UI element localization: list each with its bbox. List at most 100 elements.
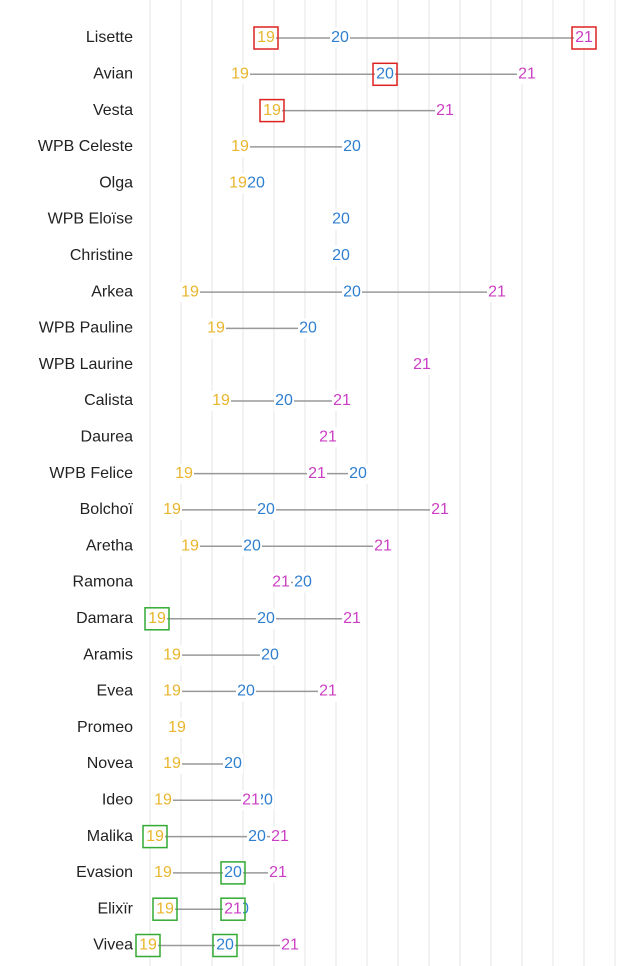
label-bg — [262, 100, 282, 121]
category-label: Aramis — [83, 646, 133, 663]
highlight-box — [135, 933, 161, 958]
label-bg — [155, 899, 175, 920]
label-bg — [242, 536, 262, 557]
dot-label: 19 — [257, 29, 275, 46]
highlight-box — [259, 98, 285, 123]
dot-label: 21 — [343, 610, 361, 627]
label-bg — [274, 391, 294, 411]
label-bg — [162, 681, 182, 702]
dot-label: 20 — [331, 29, 349, 46]
label-bg — [487, 282, 507, 303]
label-bg — [223, 899, 243, 920]
label-bg — [162, 499, 182, 520]
category-label: Christine — [70, 247, 133, 264]
dot-label: 20 — [343, 283, 361, 300]
highlight-box — [220, 897, 246, 921]
highlight-box — [220, 861, 246, 885]
label-bg — [307, 463, 327, 484]
category-label: Calista — [84, 392, 133, 409]
category-label: Promeo — [77, 719, 133, 736]
category-label: Evea — [97, 683, 134, 700]
label-bg — [180, 282, 200, 303]
label-bg — [293, 572, 313, 593]
dot-label: 20 — [224, 755, 242, 772]
dot-label: 19 — [212, 392, 230, 409]
dot-label: 21 — [413, 356, 431, 373]
dot-label: 19 — [231, 138, 249, 155]
dot-label: 21 — [242, 792, 260, 809]
label-bg — [174, 463, 194, 484]
category-label: Vivea — [93, 937, 133, 954]
category-label: WPB Felice — [49, 465, 133, 482]
dot-label: 19 — [163, 501, 181, 518]
label-bg — [153, 790, 173, 811]
label-bg — [517, 64, 537, 85]
label-bg — [332, 391, 352, 411]
dot-label: 21 — [281, 937, 299, 954]
dot-label: 21 — [431, 501, 449, 518]
label-bg — [211, 391, 231, 411]
label-bg — [260, 645, 280, 666]
label-bg — [147, 608, 167, 629]
dot-label: 20 — [376, 66, 394, 83]
category-label: WPB Pauline — [39, 320, 133, 337]
label-bg — [215, 935, 235, 956]
dot-label: 19 — [146, 828, 164, 845]
category-label: Bolchoï — [80, 501, 134, 518]
label-bg — [162, 645, 182, 666]
category-label: Malika — [87, 828, 133, 845]
label-bg — [247, 826, 267, 847]
category-label: WPB Celeste — [38, 138, 133, 155]
label-bg — [348, 463, 368, 484]
label-bg — [246, 173, 266, 194]
label-bg — [412, 354, 432, 375]
dot-label: 21 — [333, 392, 351, 409]
dot-label: 19 — [139, 937, 157, 954]
dot-label: 21 — [319, 683, 337, 700]
label-bg — [167, 717, 187, 738]
dot-label: 21 — [575, 29, 593, 46]
label-bg — [270, 826, 290, 847]
label-bg — [256, 499, 276, 520]
category-label: WPB Laurine — [39, 356, 133, 373]
dot-label: 21 — [488, 283, 506, 300]
label-bg — [162, 754, 182, 774]
label-bg — [298, 318, 318, 339]
dot-label: 20 — [247, 174, 265, 191]
dot-label: 20 — [243, 537, 261, 554]
dot-label: 20 — [332, 211, 350, 228]
label-bg — [256, 608, 276, 629]
category-label: Arkea — [91, 283, 133, 300]
dot-label: 20 — [332, 247, 350, 264]
dot-label: 19 — [163, 683, 181, 700]
category-label: Daurea — [81, 429, 134, 446]
dot-label: 20 — [299, 320, 317, 337]
highlight-box — [212, 933, 238, 958]
label-bg — [153, 862, 173, 883]
dot-label: 19 — [181, 537, 199, 554]
dot-label: 19 — [154, 864, 172, 881]
dot-label: 19 — [163, 646, 181, 663]
label-bg — [435, 100, 455, 121]
dot-label: 20 — [257, 501, 275, 518]
category-label: Olga — [99, 174, 133, 191]
label-bg — [230, 64, 250, 85]
label-bg — [256, 28, 276, 48]
label-bg — [230, 136, 250, 157]
label-bg — [138, 935, 158, 956]
dot-label: 19 — [231, 66, 249, 83]
dot-label: 19 — [207, 320, 225, 337]
label-bg — [268, 862, 288, 883]
label-bg — [574, 28, 594, 48]
label-bg — [342, 608, 362, 629]
dot-label: 19 — [156, 900, 174, 917]
dot-label: 19 — [175, 465, 193, 482]
dot-label: 19 — [181, 283, 199, 300]
label-bg — [223, 862, 243, 883]
dot-label: 19 — [148, 610, 166, 627]
dot-label: 21 — [224, 900, 242, 917]
label-bg — [280, 935, 300, 956]
category-label: Novea — [87, 755, 133, 772]
dot-label: 20 — [257, 610, 275, 627]
